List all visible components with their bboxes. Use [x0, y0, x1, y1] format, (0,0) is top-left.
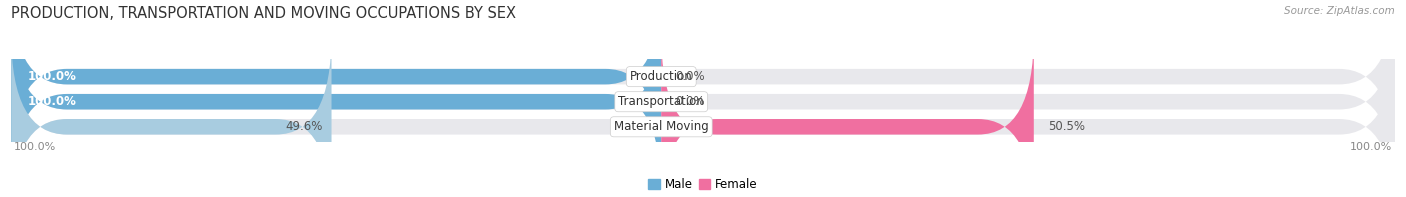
Text: 50.5%: 50.5%	[1047, 120, 1084, 133]
Text: Production: Production	[630, 70, 693, 83]
Text: 100.0%: 100.0%	[28, 95, 77, 108]
Text: 100.0%: 100.0%	[1350, 142, 1392, 152]
Text: Transportation: Transportation	[619, 95, 704, 108]
Text: PRODUCTION, TRANSPORTATION AND MOVING OCCUPATIONS BY SEX: PRODUCTION, TRANSPORTATION AND MOVING OC…	[11, 6, 516, 21]
Text: 0.0%: 0.0%	[675, 95, 704, 108]
Text: 0.0%: 0.0%	[675, 70, 704, 83]
Text: 100.0%: 100.0%	[14, 142, 56, 152]
Text: Source: ZipAtlas.com: Source: ZipAtlas.com	[1284, 6, 1395, 16]
Text: 100.0%: 100.0%	[28, 70, 77, 83]
Text: Material Moving: Material Moving	[614, 120, 709, 133]
FancyBboxPatch shape	[11, 34, 332, 197]
FancyBboxPatch shape	[11, 9, 661, 194]
FancyBboxPatch shape	[11, 34, 1395, 197]
Text: 49.6%: 49.6%	[285, 120, 323, 133]
Legend: Male, Female: Male, Female	[644, 173, 762, 195]
FancyBboxPatch shape	[11, 0, 661, 169]
FancyBboxPatch shape	[661, 34, 1033, 197]
FancyBboxPatch shape	[11, 0, 1395, 169]
FancyBboxPatch shape	[11, 9, 1395, 194]
